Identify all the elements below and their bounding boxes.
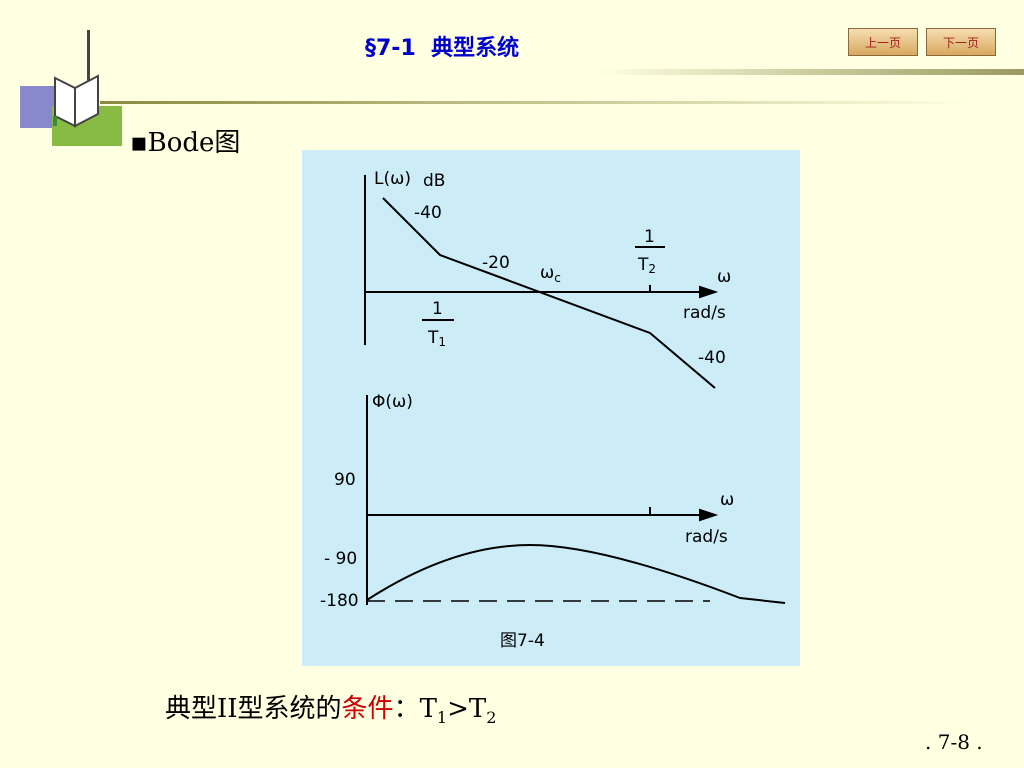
- phase-tick: 90: [334, 470, 356, 490]
- break-num: 1: [644, 227, 655, 247]
- phase-x-unit: rad/s: [685, 527, 728, 547]
- figure-caption: 图7-4: [500, 631, 545, 651]
- phase-y-label: Φ(ω): [372, 392, 413, 412]
- bullet-text: Bode图: [147, 128, 241, 158]
- cond-text: >T: [447, 694, 487, 724]
- cond-highlight: 条件: [341, 694, 394, 724]
- condition: 典型II型系统的条件：T1>T2: [165, 688, 496, 727]
- book-icon: [20, 74, 122, 146]
- phase-tick: -180: [320, 591, 359, 611]
- break-num: 1: [432, 299, 443, 319]
- cond-sub: 2: [486, 708, 497, 728]
- break-sub: 1: [438, 335, 446, 349]
- bode-figure: L(ω) dB -40 -20 -40 ωc 1 T2 1 T1 ω rad/s…: [302, 150, 800, 666]
- next-button[interactable]: 下一页: [926, 28, 996, 56]
- break-den: T1: [427, 328, 446, 349]
- crossover-label: ωc: [540, 263, 561, 285]
- mag-x-label: ω: [717, 267, 731, 287]
- cond-prefix: 典型II型系统的: [165, 694, 342, 724]
- slide-title: §7-1 典型系统: [365, 36, 520, 61]
- phase-tick: - 90: [324, 549, 357, 569]
- prev-button[interactable]: 上一页: [848, 28, 918, 56]
- mag-x-unit: rad/s: [683, 303, 726, 323]
- break-sub: 2: [648, 262, 656, 276]
- slope-label: -20: [482, 253, 510, 273]
- cond-text: ：T: [393, 694, 437, 724]
- slope-label: -40: [698, 348, 726, 368]
- slope-label: -40: [414, 203, 442, 223]
- crossover-sub: c: [554, 271, 561, 285]
- decor-hline: [100, 101, 970, 104]
- break-den: T2: [637, 255, 656, 276]
- page-number: . 7-8 .: [925, 730, 983, 754]
- phase-x-label: ω: [720, 490, 734, 510]
- cond-sub: 1: [436, 708, 448, 728]
- break-t: T: [427, 328, 439, 348]
- crossover-omega: ω: [540, 263, 554, 283]
- decor-hline-top: [597, 69, 1024, 75]
- bullet: ▪Bode图: [130, 128, 241, 158]
- mag-y-label: L(ω): [374, 169, 411, 189]
- mag-unit: dB: [423, 171, 445, 191]
- break-t: T: [637, 255, 649, 275]
